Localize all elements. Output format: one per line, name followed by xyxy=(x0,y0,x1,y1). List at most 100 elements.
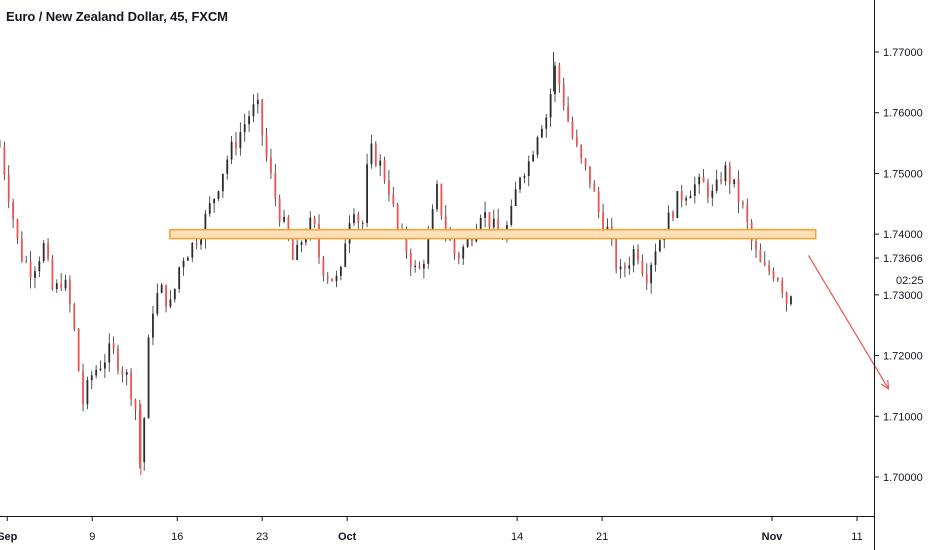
candle-body xyxy=(593,183,596,192)
candle-body xyxy=(702,176,705,183)
candle-body xyxy=(431,209,434,236)
candle-body xyxy=(554,65,556,95)
x-tick-label: Oct xyxy=(338,531,357,543)
candle-body xyxy=(16,219,19,239)
candle-body xyxy=(213,198,216,204)
candle-body xyxy=(230,141,233,160)
candle-body xyxy=(69,279,71,305)
candle-body xyxy=(60,283,63,289)
candle-body xyxy=(383,160,386,181)
projection-arrow[interactable] xyxy=(807,255,890,391)
y-tick-label: 1.76000 xyxy=(883,108,923,120)
candle-body xyxy=(628,265,631,269)
candle-body xyxy=(422,263,425,269)
candle-body xyxy=(0,146,1,147)
support-resistance-zone[interactable] xyxy=(169,228,817,240)
candles xyxy=(0,52,792,476)
candle-body xyxy=(685,198,687,201)
candle-body xyxy=(173,288,176,300)
x-tick-label: 16 xyxy=(171,531,183,543)
candle-body xyxy=(25,261,28,262)
candle-body xyxy=(527,161,530,176)
candle-body xyxy=(488,212,491,228)
x-tick-label: 11 xyxy=(851,531,862,543)
candle-body xyxy=(7,174,10,202)
y-tick-label: 1.75000 xyxy=(883,168,923,180)
candle-body xyxy=(444,215,447,233)
candle-body xyxy=(715,179,718,191)
candle-body xyxy=(256,99,259,105)
candle-body xyxy=(252,104,255,117)
candle-body xyxy=(147,337,150,419)
candle-body xyxy=(156,292,159,314)
candle-body xyxy=(654,251,657,265)
candle-body xyxy=(278,198,281,222)
candle-body xyxy=(658,240,661,252)
candle-body xyxy=(589,166,591,184)
candle-body xyxy=(73,304,76,329)
y-tick-label: 1.70000 xyxy=(883,472,923,484)
candle-body xyxy=(313,217,316,225)
candle-body xyxy=(261,99,264,136)
candle-body xyxy=(86,380,89,405)
candle-body xyxy=(785,292,788,305)
candle-body xyxy=(436,184,438,210)
candle-body xyxy=(549,94,552,118)
candle-body xyxy=(523,175,526,178)
candle-body xyxy=(191,242,194,258)
candle-body xyxy=(746,204,749,223)
candle-body xyxy=(318,224,320,258)
candle-body xyxy=(519,177,521,190)
candle-body xyxy=(226,159,229,174)
candle-body xyxy=(619,266,622,270)
candle-body xyxy=(580,145,583,159)
y-tick-label: 1.77000 xyxy=(883,47,923,59)
candle-body xyxy=(545,117,548,129)
candle-body xyxy=(755,241,757,250)
x-tick-label: 21 xyxy=(596,531,608,543)
candle-body xyxy=(768,264,771,272)
candle-body xyxy=(296,244,299,260)
candle-body xyxy=(680,191,683,201)
y-axis-ticks: 1.70000 1.71000 1.72000 1.73000 1.74000 1.750… xyxy=(874,47,923,484)
candle-body xyxy=(90,375,93,381)
candle-body xyxy=(204,213,207,239)
candle-body xyxy=(99,368,102,370)
candle-body xyxy=(47,242,49,259)
candle-body xyxy=(117,348,119,371)
candle-body xyxy=(440,184,443,216)
candle-body xyxy=(38,261,41,272)
candle-body xyxy=(759,249,762,263)
candle-body xyxy=(667,212,670,238)
zone-rectangle[interactable] xyxy=(169,228,817,240)
candle-body xyxy=(790,296,792,305)
candle-body xyxy=(536,137,539,155)
candle-body xyxy=(287,217,290,239)
candle-body xyxy=(772,271,775,279)
chart-title: Euro / New Zealand Dollar, 45, FXCM xyxy=(6,9,228,24)
candle-body xyxy=(366,164,368,223)
candle-body xyxy=(698,176,701,185)
candle-body xyxy=(540,128,543,138)
candle-body xyxy=(562,84,565,106)
candle-body xyxy=(195,242,198,245)
candle-body xyxy=(602,212,604,232)
candle-body xyxy=(239,132,242,149)
candle-body xyxy=(339,266,342,276)
candle-body xyxy=(388,180,390,195)
candle-body xyxy=(283,217,285,222)
candle-body xyxy=(558,65,561,85)
candle-body xyxy=(624,266,626,269)
candle-body xyxy=(95,369,98,376)
bar-countdown-label: 02:25 xyxy=(896,275,924,287)
candle-body xyxy=(672,212,674,219)
arrow-shaft[interactable] xyxy=(807,255,890,390)
candle-body xyxy=(650,264,653,284)
current-price-tag: 1.73606 02:25 xyxy=(874,253,924,287)
candle-body xyxy=(34,271,36,278)
candle-body xyxy=(29,261,32,278)
candle-body xyxy=(733,179,736,185)
candle-body xyxy=(265,135,268,158)
candle-body xyxy=(134,399,137,410)
